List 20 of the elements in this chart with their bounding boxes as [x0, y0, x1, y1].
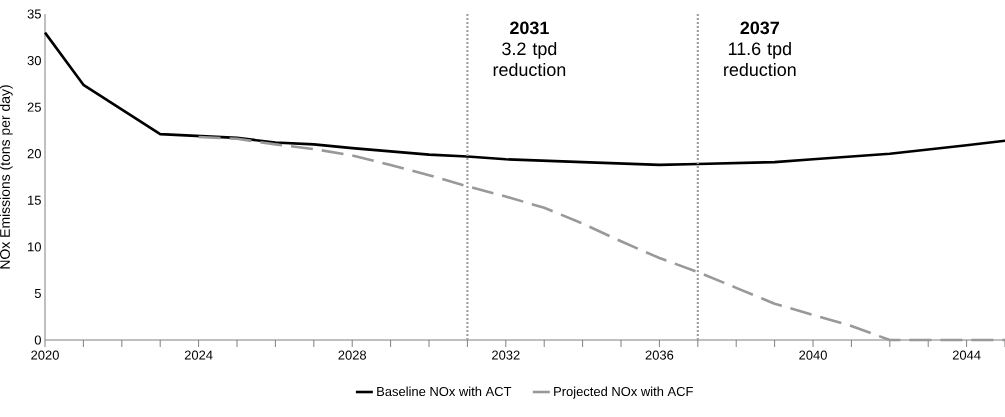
x-tick-label: 2032 [492, 350, 520, 360]
y-tick-label: 30 [27, 55, 41, 66]
ref-line-label: 2037 11.6 tpd reduction [724, 21, 796, 77]
x-tick-label: 2028 [338, 350, 367, 360]
y-tick-label: 5 [34, 288, 41, 298]
y-tick-label: 35 [27, 9, 41, 19]
legend-label: Projected NOx with ACF [554, 386, 693, 399]
y-tick-label: 15 [28, 195, 41, 205]
ref-line-label: 2031 3.2 tpd reduction [493, 21, 566, 77]
legend-label: Baseline NOx with ACT [377, 386, 512, 397]
x-tick-label: 2024 [184, 350, 213, 360]
x-tick-label: 2040 [799, 350, 827, 360]
x-tick-label: 2036 [645, 350, 674, 360]
x-tick-label: 2020 [31, 350, 59, 360]
y-tick-label: 10 [28, 242, 41, 252]
y-tick-label: 25 [27, 102, 41, 112]
y-tick-label: 0 [34, 335, 41, 345]
y-tick-label: 20 [27, 149, 41, 159]
x-tick-label: 2044 [952, 350, 981, 360]
y-axis-title: NOx Emissions (tons per day) [0, 85, 13, 269]
